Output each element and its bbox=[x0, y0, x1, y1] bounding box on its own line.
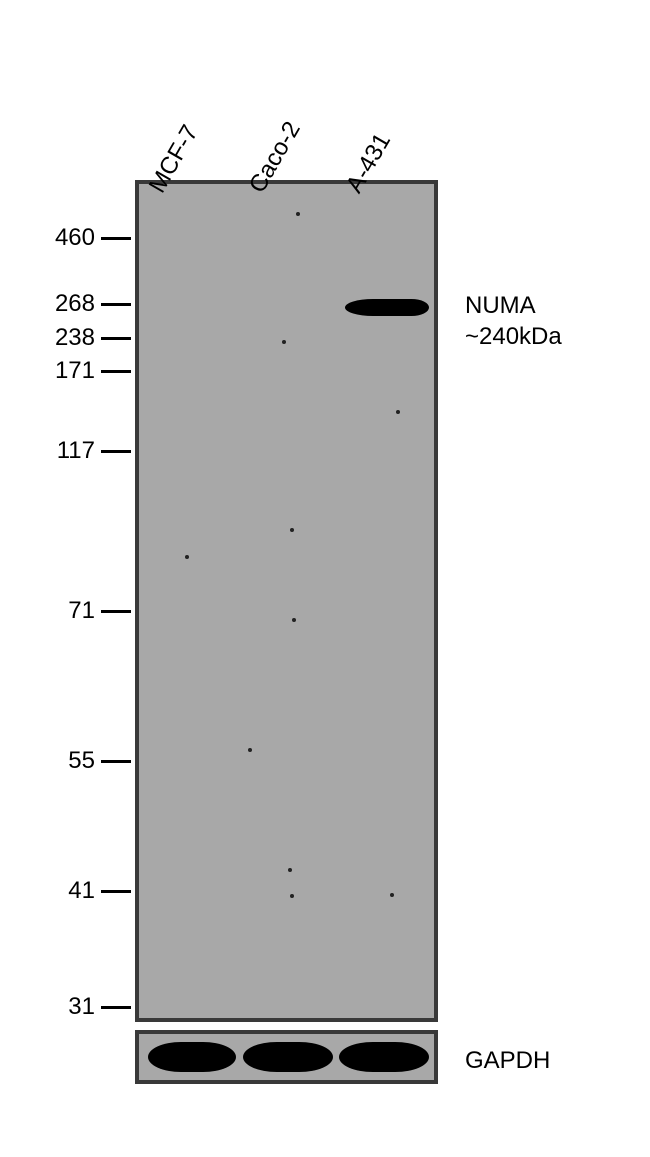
speck bbox=[290, 528, 294, 532]
mw-tick bbox=[101, 890, 131, 893]
mw-label: 71 bbox=[35, 597, 95, 625]
speck bbox=[396, 410, 400, 414]
mw-label: 460 bbox=[35, 224, 95, 252]
mw-tick bbox=[101, 303, 131, 306]
mw-tick bbox=[101, 450, 131, 453]
gapdh-label: GAPDH bbox=[465, 1047, 550, 1075]
annotation-protein: NUMA bbox=[465, 290, 562, 321]
mw-label: 41 bbox=[35, 877, 95, 905]
speck bbox=[296, 212, 300, 216]
band-annotation: NUMA ~240kDa bbox=[465, 290, 562, 352]
mw-label: 31 bbox=[35, 993, 95, 1021]
speck bbox=[248, 748, 252, 752]
western-blot-figure: MCF-7Caco-2A-431 46026823817111771554131… bbox=[0, 0, 650, 1157]
speck bbox=[390, 893, 394, 897]
speck bbox=[282, 340, 286, 344]
speck bbox=[290, 894, 294, 898]
speck bbox=[288, 868, 292, 872]
mw-label: 238 bbox=[35, 324, 95, 352]
gapdh-band bbox=[148, 1042, 236, 1072]
mw-label: 117 bbox=[35, 437, 95, 465]
annotation-size: ~240kDa bbox=[465, 321, 562, 352]
mw-tick bbox=[101, 760, 131, 763]
mw-tick bbox=[101, 370, 131, 373]
mw-label: 55 bbox=[35, 747, 95, 775]
speck bbox=[292, 618, 296, 622]
mw-tick bbox=[101, 237, 131, 240]
mw-label: 268 bbox=[35, 290, 95, 318]
speck bbox=[185, 555, 189, 559]
mw-label: 171 bbox=[35, 357, 95, 385]
mw-tick bbox=[101, 610, 131, 613]
gapdh-band bbox=[243, 1042, 333, 1072]
gapdh-band bbox=[339, 1042, 429, 1072]
numa-band bbox=[345, 299, 429, 316]
mw-tick bbox=[101, 337, 131, 340]
mw-tick bbox=[101, 1006, 131, 1009]
